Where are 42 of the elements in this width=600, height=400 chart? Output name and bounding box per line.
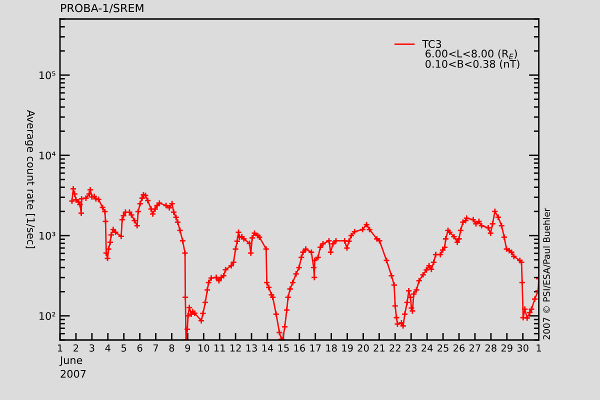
x-tick-label: 26 [454, 344, 465, 352]
x-tick-label: 30 [517, 344, 528, 352]
chart-title: PROBA-1/SREM [61, 4, 144, 14]
x-tick-label: 23 [406, 344, 417, 352]
x-tick-label: 16 [294, 344, 305, 352]
text: 2007 © PSI/ESA/Paul Buehler [542, 208, 551, 340]
x-tick-label: 13 [246, 344, 257, 352]
x-tick-label: 19 [342, 344, 353, 352]
x-tick-label: 1 [536, 344, 541, 352]
y-tick-label: 10² [40, 312, 56, 320]
annotation: 6.00<L<8.00 (R$_{E}$) [426, 49, 517, 60]
x-tick-label: 18 [326, 344, 337, 352]
x-tick-label: 17 [310, 344, 321, 352]
x-tick-label: 28 [485, 344, 496, 352]
x-tick-label: 1 [58, 344, 62, 352]
x-tick-label: 9 [185, 344, 190, 352]
x-tick-label: 8 [169, 344, 174, 352]
x-tick-label: 15 [278, 344, 289, 352]
x-tick-label: 21 [374, 344, 384, 352]
x-axis-title: June 2007 [59, 356, 86, 378]
x-tick-label: 14 [262, 344, 274, 352]
y-tick-label: 10⁵ [40, 71, 56, 80]
y-tick-label: 10³ [40, 232, 56, 240]
x-tick-label: 6 [137, 344, 142, 352]
x-tick-label: 25 [438, 344, 448, 352]
x-tick-label: 22 [390, 344, 400, 352]
x-tick-label: 27 [469, 344, 480, 352]
x-tick-label: 10 [198, 344, 210, 352]
x-tick-label: 4 [105, 344, 110, 352]
x-tick-label: 7 [153, 344, 158, 352]
annotation: 0.10<B<0.38 (nT) [426, 60, 520, 70]
x-tick-label: 12 [230, 344, 241, 352]
x-tick-label: 11 [214, 344, 225, 352]
x-tick-label: 24 [422, 344, 433, 352]
x-tick-label: 29 [501, 344, 512, 352]
x-tick-label: 5 [122, 344, 126, 352]
x-tick-label: 3 [90, 344, 94, 352]
x-tick-label: 2 [74, 344, 78, 352]
y-axis-title: Average count rate [1/sec] [24, 110, 36, 248]
x-tick-label: 20 [358, 344, 369, 352]
legend-label: TC3 [422, 40, 442, 48]
y-tick-label: 10⁴ [40, 152, 56, 160]
